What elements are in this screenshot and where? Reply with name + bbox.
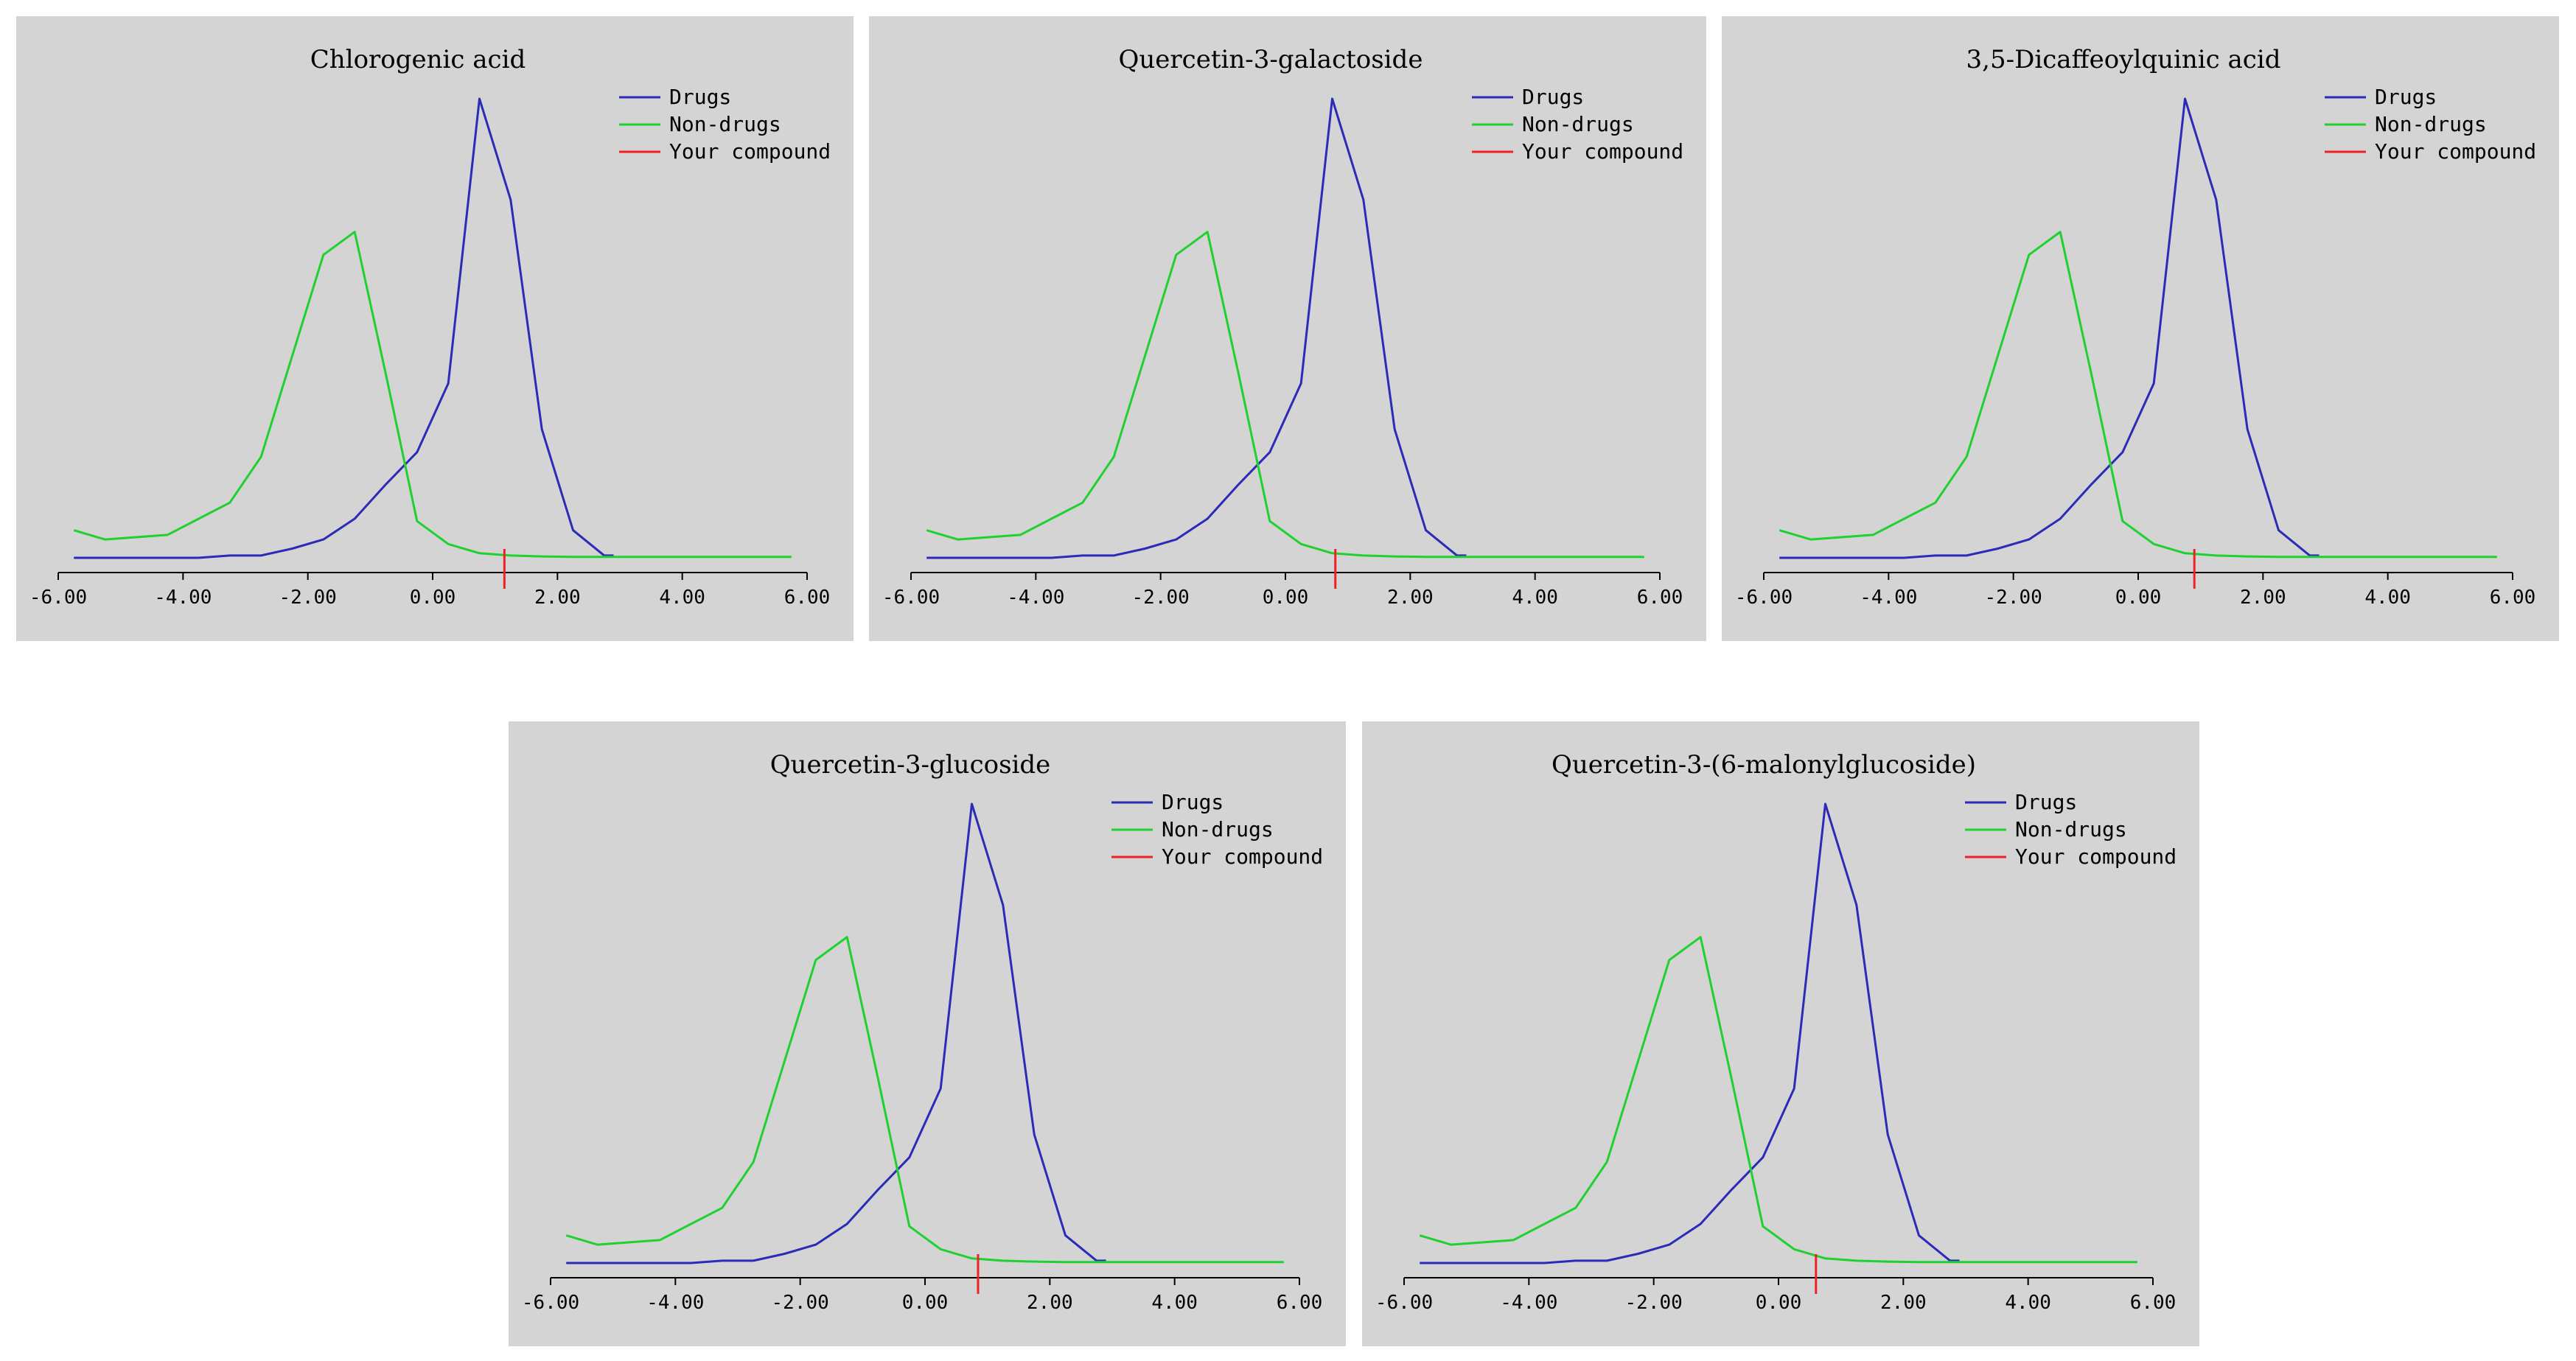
x-tick-label: 2.00 xyxy=(2240,587,2286,609)
x-tick-label: 6.00 xyxy=(2130,1292,2177,1314)
x-tick-label: 6.00 xyxy=(1637,587,1683,609)
legend-label: Your compound xyxy=(1522,139,1683,164)
x-tick-label: -6.00 xyxy=(1375,1292,1433,1314)
legend-label: Non-drugs xyxy=(1522,112,1634,136)
x-tick-label: -6.00 xyxy=(522,1292,579,1314)
x-tick-label: -4.00 xyxy=(154,587,212,609)
x-tick-label: 6.00 xyxy=(784,587,831,609)
series-line-non-drugs xyxy=(926,231,1644,559)
series-line-non-drugs xyxy=(1419,936,2137,1264)
series-line-non-drugs xyxy=(565,936,1284,1264)
series-line-non-drugs xyxy=(1779,231,2497,559)
chart-title: Quercetin-3-galactoside xyxy=(1119,45,1423,74)
x-tick-label: -4.00 xyxy=(1860,587,1917,609)
x-tick-label: 6.00 xyxy=(2490,587,2536,609)
legend-label: Non-drugs xyxy=(2015,817,2127,842)
x-tick-label: 4.00 xyxy=(2364,587,2411,609)
legend-label: Drugs xyxy=(669,85,731,109)
x-tick-label: -2.00 xyxy=(772,1292,829,1314)
x-tick-label: -2.00 xyxy=(279,587,337,609)
x-tick-label: -2.00 xyxy=(1132,587,1190,609)
x-tick-label: -4.00 xyxy=(1007,587,1064,609)
series-line-drugs xyxy=(1779,97,2320,559)
legend-label: Drugs xyxy=(1162,790,1224,814)
legend-label: Your compound xyxy=(1162,844,1323,869)
x-tick-label: 4.00 xyxy=(2005,1292,2051,1314)
legend-label: Your compound xyxy=(2375,139,2536,164)
legend-label: Non-drugs xyxy=(1162,817,1274,842)
chart-panel-quercetin-3-malonylglucoside: Quercetin-3-(6-malonylglucoside) Drugs Non… xyxy=(1362,721,2199,1346)
legend-label: Non-drugs xyxy=(669,112,781,136)
x-tick-label: 0.00 xyxy=(410,587,456,609)
x-tick-label: 4.00 xyxy=(659,587,705,609)
series-line-drugs xyxy=(566,802,1106,1264)
x-tick-label: 2.00 xyxy=(534,587,581,609)
legend-label: Your compound xyxy=(2015,844,2177,869)
chart-svg: Quercetin-3-(6-malonylglucoside) Drugs Non… xyxy=(1375,750,2177,1314)
x-tick-label: -2.00 xyxy=(1985,587,2042,609)
chart-title: 3,5-Dicaffeoylquinic acid xyxy=(1966,45,2281,74)
chart-svg: 3,5-Dicaffeoylquinic acid Drugs Non-drugs Y… xyxy=(1735,45,2536,609)
chart-panel-dicaffeoylquinic-acid: 3,5-Dicaffeoylquinic acid Drugs Non-drugs Y… xyxy=(1722,16,2559,641)
chart-svg: Quercetin-3-glucoside Drugs Non-drugsYour … xyxy=(522,750,1323,1314)
series-line-drugs xyxy=(74,97,614,559)
series-line-drugs xyxy=(926,97,1467,559)
chart-title: Chlorogenic acid xyxy=(310,45,526,74)
x-tick-label: 2.00 xyxy=(1027,1292,1073,1314)
x-tick-label: -6.00 xyxy=(29,587,87,609)
x-tick-label: -6.00 xyxy=(882,587,940,609)
x-tick-label: -6.00 xyxy=(1735,587,1793,609)
x-tick-label: 0.00 xyxy=(1263,587,1309,609)
chart-panel-quercetin-3-glucoside: Quercetin-3-glucoside Drugs Non-drugs Your … xyxy=(509,721,1346,1346)
chart-title: Quercetin-3-glucoside xyxy=(770,750,1051,780)
x-tick-label: 0.00 xyxy=(1756,1292,1802,1314)
chart-panel-chlorogenic-acid: Chlorogenic acid Drugs Non-drugs Your compo… xyxy=(16,16,854,641)
chart-title: Quercetin-3-(6-malonylglucoside) xyxy=(1551,750,1976,780)
x-tick-label: 0.00 xyxy=(2115,587,2162,609)
legend-label: Drugs xyxy=(1522,85,1584,109)
series-line-drugs xyxy=(1420,802,1960,1264)
x-tick-label: 6.00 xyxy=(1277,1292,1323,1314)
x-tick-label: 2.00 xyxy=(1880,1292,1927,1314)
x-tick-label: 0.00 xyxy=(902,1292,949,1314)
x-tick-label: -4.00 xyxy=(646,1292,704,1314)
x-tick-label: 2.00 xyxy=(1387,587,1434,609)
chart-svg: Quercetin-3-galactoside Drugs Non-drugs You… xyxy=(882,45,1683,609)
chart-svg: Chlorogenic acid Drugs Non-drugs Your compo… xyxy=(29,45,831,609)
legend-label: Drugs xyxy=(2015,790,2077,814)
x-tick-label: 4.00 xyxy=(1512,587,1558,609)
x-tick-label: -4.00 xyxy=(1500,1292,1557,1314)
x-tick-label: 4.00 xyxy=(1151,1292,1198,1314)
x-tick-label: -2.00 xyxy=(1625,1292,1683,1314)
legend-label: Drugs xyxy=(2375,85,2437,109)
chart-panel-quercetin-3-galactoside: Quercetin-3-galactoside Drugs Non-drugs You… xyxy=(869,16,1706,641)
legend-label: Your compound xyxy=(669,139,831,164)
legend-label: Non-drugs xyxy=(2375,112,2487,136)
series-line-non-drugs xyxy=(73,231,792,559)
